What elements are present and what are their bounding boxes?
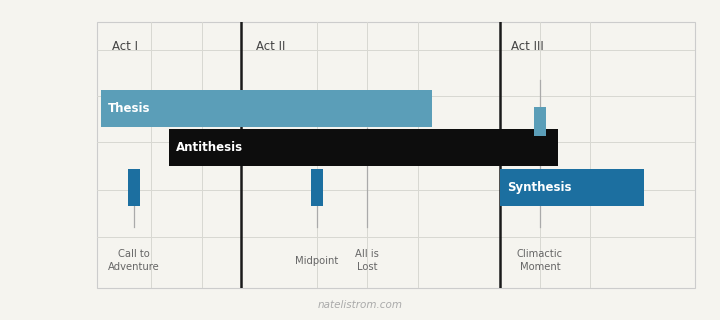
Text: Act I: Act I: [112, 40, 138, 53]
FancyBboxPatch shape: [128, 169, 140, 206]
Text: Midpoint: Midpoint: [295, 256, 338, 266]
Text: Call to
Adventure: Call to Adventure: [108, 249, 160, 272]
Text: Act II: Act II: [256, 40, 285, 53]
Text: natelistrom.com: natelistrom.com: [318, 300, 402, 310]
FancyBboxPatch shape: [534, 107, 546, 136]
Text: Antithesis: Antithesis: [176, 141, 243, 154]
FancyBboxPatch shape: [101, 90, 432, 127]
FancyBboxPatch shape: [169, 129, 558, 165]
FancyBboxPatch shape: [311, 169, 323, 206]
FancyBboxPatch shape: [500, 169, 644, 206]
Text: Act III: Act III: [511, 40, 544, 53]
Text: Thesis: Thesis: [108, 102, 150, 115]
Text: Synthesis: Synthesis: [508, 181, 572, 194]
Text: Climactic
Moment: Climactic Moment: [517, 249, 563, 272]
Text: All is
Lost: All is Lost: [355, 249, 379, 272]
